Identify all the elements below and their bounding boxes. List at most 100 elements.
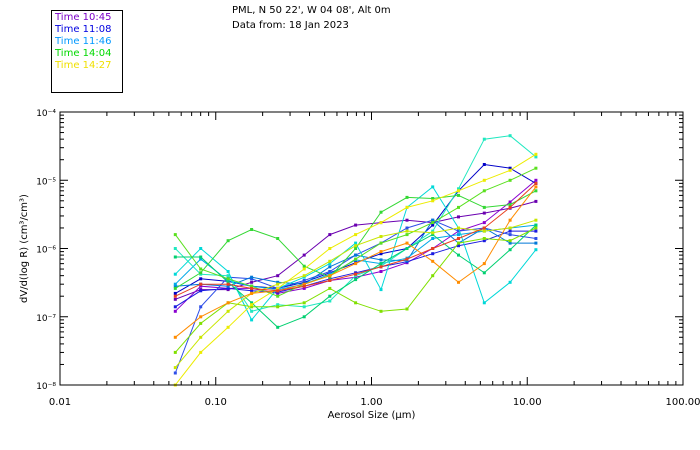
data-point — [328, 294, 332, 298]
data-point — [534, 189, 538, 193]
data-point — [250, 291, 254, 295]
data-point — [457, 233, 460, 237]
data-point — [354, 253, 358, 257]
data-point — [328, 286, 332, 290]
data-point — [508, 248, 512, 252]
data-point — [379, 235, 383, 238]
series-17 — [173, 181, 538, 298]
y-tick-label: 10⁻⁴ — [36, 109, 56, 119]
data-point — [173, 286, 177, 290]
data-point — [431, 252, 435, 256]
data-point — [482, 178, 486, 182]
data-point — [250, 228, 254, 231]
data-point — [508, 134, 512, 138]
data-point — [173, 294, 177, 298]
data-point — [173, 335, 177, 339]
data-point — [379, 252, 383, 256]
data-point — [276, 286, 280, 290]
data-point — [250, 284, 254, 288]
data-point — [199, 284, 203, 288]
x-tick-label: 10.00 — [513, 397, 542, 408]
data-point — [534, 199, 538, 203]
station-header: PML, N 50 22', W 04 08', Alt 0m — [232, 5, 391, 16]
data-point — [199, 271, 203, 275]
data-point — [405, 233, 409, 237]
data-point — [354, 247, 358, 250]
data-point — [482, 237, 486, 240]
data-point — [457, 241, 460, 245]
data-point — [302, 286, 306, 290]
data-point — [226, 301, 230, 305]
data-point — [302, 284, 306, 288]
series-line — [174, 186, 537, 321]
data-point — [226, 325, 230, 329]
data-point — [534, 237, 538, 240]
data-point — [302, 274, 306, 278]
data-point — [302, 282, 306, 286]
data-point — [534, 181, 538, 185]
x-axis-label: Aerosol Size (μm) — [328, 410, 416, 421]
legend-item-1: Time 10:45 — [55, 12, 112, 23]
data-point — [354, 257, 358, 261]
data-point — [405, 218, 409, 222]
data-point — [354, 301, 358, 305]
data-point — [226, 286, 230, 290]
data-point — [199, 315, 203, 319]
data-point — [431, 237, 435, 240]
data-point — [508, 168, 512, 172]
data-point — [508, 218, 512, 222]
data-point — [199, 255, 203, 259]
data-point — [508, 200, 512, 204]
data-point — [328, 259, 332, 263]
data-point — [250, 318, 254, 322]
data-point — [431, 185, 435, 189]
legend-item-4: Time 14:04 — [55, 48, 112, 59]
data-point — [250, 309, 254, 313]
y-tick-label: 10⁻⁶ — [36, 246, 56, 256]
data-point — [276, 274, 280, 278]
data-point — [482, 301, 486, 305]
data-point — [405, 241, 409, 245]
data-point — [534, 241, 538, 245]
data-point — [508, 205, 512, 209]
data-point — [405, 259, 409, 263]
data-point — [457, 244, 460, 248]
data-point — [431, 197, 435, 200]
data-point — [173, 233, 177, 237]
data-point — [379, 210, 383, 214]
data-point — [379, 258, 383, 262]
data-point — [534, 223, 538, 227]
data-point — [379, 309, 383, 313]
data-point — [173, 291, 177, 295]
data-point — [328, 262, 332, 266]
data-point — [379, 241, 383, 245]
data-point — [379, 221, 383, 225]
data-point — [173, 272, 177, 276]
data-point — [302, 280, 306, 284]
data-point — [534, 229, 538, 233]
data-point — [354, 241, 358, 245]
data-point — [276, 294, 280, 298]
data-point — [508, 178, 512, 182]
data-point — [302, 267, 306, 271]
data-point — [431, 247, 435, 250]
data-point — [173, 255, 177, 259]
data-point — [199, 289, 203, 293]
data-point — [328, 299, 332, 303]
data-point — [379, 262, 383, 266]
data-point — [508, 280, 512, 284]
series-14 — [173, 218, 538, 370]
data-point — [199, 321, 203, 325]
data-point — [276, 237, 280, 240]
legend: Time 10:45 Time 11:08 Time 11:46 Time 14… — [51, 10, 123, 93]
data-point — [379, 270, 383, 273]
data-point — [173, 371, 177, 375]
data-point — [250, 305, 254, 309]
data-point — [431, 218, 435, 222]
data-point — [199, 247, 203, 250]
data-point — [482, 239, 486, 243]
data-point — [250, 301, 254, 305]
data-point — [226, 279, 230, 282]
data-point — [226, 239, 230, 243]
data-point — [534, 155, 538, 159]
